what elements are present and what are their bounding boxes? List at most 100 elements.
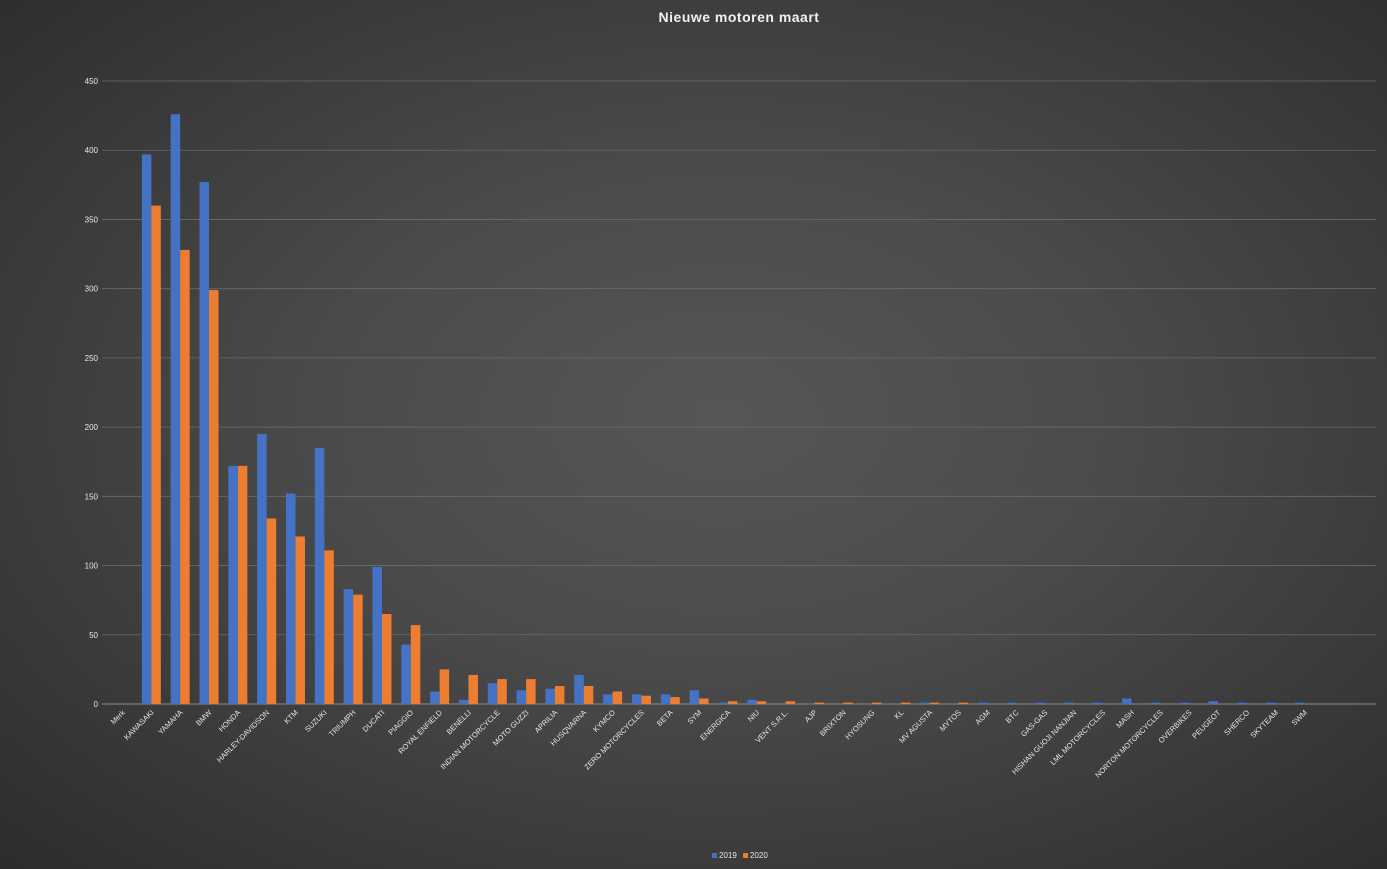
bar-2020 — [468, 674, 478, 704]
bar-2020 — [641, 695, 651, 704]
bar-2019 — [170, 114, 181, 704]
bar-2019 — [920, 702, 930, 704]
x-tick-label: Merk — [109, 708, 127, 726]
y-tick-label: 300 — [85, 285, 99, 294]
y-tick-label: 100 — [85, 562, 99, 571]
bar-2019 — [199, 182, 209, 704]
bar-2020 — [872, 702, 882, 704]
legend-label-2019: 2019 — [719, 851, 737, 860]
bar-2019 — [1179, 702, 1190, 704]
bar-2019 — [314, 447, 325, 704]
x-tick-label: PIAGGIO — [386, 708, 415, 737]
bar-2020 — [439, 669, 450, 704]
bar-2019 — [1237, 702, 1247, 704]
bar-2020 — [756, 701, 767, 704]
bar-2019 — [545, 688, 555, 704]
bar-2020 — [324, 550, 334, 704]
bar-2019 — [285, 493, 296, 704]
x-tick-label: YAMAHA — [156, 708, 184, 736]
bar-2020 — [526, 679, 536, 704]
bar-2020 — [843, 702, 853, 704]
bar-2019 — [372, 566, 382, 704]
x-tick-label: ENERGICA — [698, 708, 732, 742]
y-tick-label: 0 — [94, 700, 99, 709]
x-tick-label: DUCATI — [361, 708, 387, 734]
bar-2020 — [785, 701, 796, 704]
x-tick-label: HARLEY-DAVIDSON — [215, 708, 271, 764]
y-tick-label: 250 — [85, 354, 99, 363]
chart-title: Nieuwe motoren maart — [659, 9, 820, 25]
x-tick-label: BMW — [194, 707, 214, 727]
bar-2019 — [458, 699, 469, 704]
bar-2019 — [1150, 702, 1161, 704]
x-tick-label: SUZUKI — [303, 708, 329, 734]
x-tick-label: APRILIA — [533, 708, 560, 735]
bar-2020 — [583, 686, 594, 704]
bar-2019 — [1208, 701, 1219, 704]
legend-label-2020: 2020 — [750, 851, 768, 860]
x-tick-label: LML MOTORCYCLES — [1048, 708, 1107, 767]
bar-2020 — [929, 702, 940, 704]
x-tick-label: BTC — [1004, 708, 1021, 725]
x-tick-label: KAWASAKI — [122, 708, 156, 742]
bar-2019 — [660, 694, 671, 704]
x-tick-label: NIU — [746, 708, 762, 724]
bar-2020 — [353, 594, 363, 704]
bar-2019 — [1064, 702, 1074, 704]
bar-2020 — [554, 686, 565, 704]
bar-2019 — [603, 694, 613, 704]
y-tick-label: 400 — [85, 146, 99, 155]
bar-2020 — [180, 249, 190, 704]
bar-2019 — [430, 691, 440, 704]
bar-2019 — [1035, 702, 1046, 704]
y-tick-label: 450 — [85, 77, 99, 86]
x-tick-label: ZERO MOTORCYCLES — [582, 708, 645, 771]
x-tick-label: SYM — [686, 708, 704, 726]
x-tick-label: MYTOS — [938, 708, 963, 733]
bar-2019 — [516, 690, 527, 704]
bar-2019 — [1295, 702, 1305, 704]
x-tick-label: BENELLI — [445, 708, 473, 736]
x-tick-label: SHERCO — [1222, 708, 1251, 737]
legend: 2019 2020 — [712, 851, 768, 860]
bar-2019 — [747, 699, 757, 704]
bar-2019 — [401, 644, 411, 704]
bar-2019 — [977, 702, 988, 704]
bar-2019 — [631, 694, 642, 704]
bar-2020 — [727, 701, 738, 704]
bar-2020 — [497, 679, 507, 704]
bar-2019 — [487, 683, 498, 704]
bar-2019 — [574, 674, 584, 704]
y-tick-label: 350 — [85, 215, 99, 224]
bar-2020 — [958, 702, 969, 704]
bars — [141, 114, 1305, 704]
bar-2019 — [1266, 702, 1276, 704]
x-tick-label: AJP — [803, 708, 819, 724]
bar-2020 — [814, 702, 824, 704]
bar-2020 — [670, 697, 680, 704]
bar-2020 — [381, 614, 392, 704]
bar-2020 — [900, 702, 911, 704]
bar-2019 — [228, 465, 238, 704]
y-axis: 0 50 100 150 200 250 300 350 400 450 — [85, 77, 99, 709]
x-tick-label: AGM — [973, 708, 991, 726]
bar-2020 — [410, 625, 421, 704]
bar-2019 — [1006, 702, 1017, 704]
x-tick-label: SKYTEAM — [1248, 708, 1280, 740]
x-tick-label: KL — [892, 708, 905, 721]
gridlines — [102, 80, 1376, 705]
bar-2020 — [151, 205, 161, 704]
x-tick-label: KTM — [282, 708, 300, 726]
bar-2020 — [266, 518, 277, 704]
legend-swatch-2019 — [712, 853, 717, 858]
x-tick-label: TRIUMPH — [327, 708, 358, 739]
x-tick-label: BETA — [655, 708, 675, 728]
y-tick-label: 50 — [89, 631, 98, 640]
bar-2019 — [1093, 702, 1103, 704]
bar-2020 — [295, 536, 305, 704]
bar-2019 — [343, 589, 354, 704]
bar-2020 — [208, 290, 219, 704]
